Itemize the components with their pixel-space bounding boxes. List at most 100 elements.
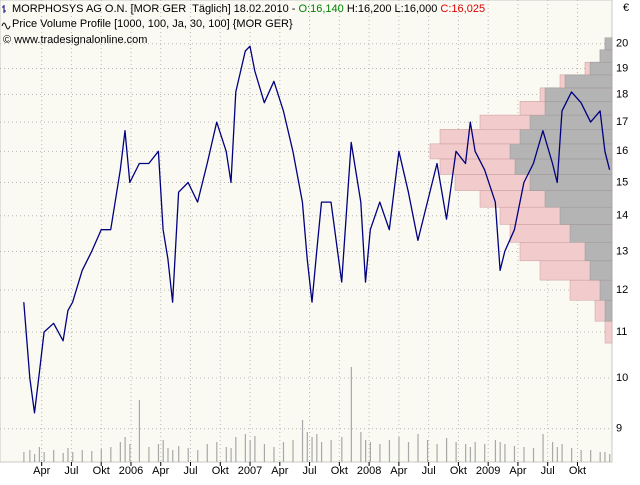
y-tick-label: 14 (616, 210, 628, 222)
volume-bar (124, 437, 126, 462)
x-tick-label: Jul (183, 465, 197, 477)
profile-bar-gray (589, 61, 613, 76)
close-value: C:16,025 (440, 3, 485, 15)
x-tick-label: Jul (64, 465, 78, 477)
x-tick-label: Jul (422, 465, 436, 477)
volume-bar (216, 442, 218, 462)
volume-bar (306, 432, 308, 462)
profile-bar-gray (529, 114, 613, 130)
price-line (23, 45, 611, 414)
volume-bar (138, 400, 141, 462)
volume-bar (504, 444, 506, 462)
volume-bar (53, 450, 55, 462)
volume-bar (499, 442, 501, 462)
volume-bar (407, 442, 410, 462)
volume-bar (360, 432, 362, 462)
volume-bar (561, 444, 563, 462)
volume-bar (316, 434, 318, 462)
volume-bar (273, 447, 275, 462)
volume-bar (43, 452, 45, 462)
volume-bar (157, 444, 160, 462)
volume-bar (230, 448, 232, 462)
x-tick-label: Jul (541, 465, 555, 477)
volume-bar (474, 442, 476, 462)
profile-bar-gray (559, 206, 613, 225)
volume-bar (417, 434, 419, 462)
volume-bar (494, 440, 497, 462)
volume-bar (301, 420, 304, 462)
title: MORPHOSYS AG O.N. [MOR GER Täglich] 18.0… (12, 3, 299, 15)
volume-bar (484, 444, 486, 462)
indicator-label: Price Volume Profile [1000, 100, Ja, 30,… (12, 18, 293, 30)
volume-bar (426, 440, 429, 462)
volume-bar (38, 447, 40, 462)
x-tick-label: Apr (152, 465, 169, 477)
volume-bar (23, 452, 25, 462)
volume-bar (465, 444, 467, 462)
indicator-icon (1, 22, 11, 30)
volume-bar (455, 442, 457, 462)
profile-bar-gray (604, 37, 613, 51)
volume-bar (445, 438, 448, 462)
volume-bar (379, 444, 381, 462)
volume-bar (172, 450, 174, 462)
volume-bar (551, 442, 554, 462)
x-tick-label: Okt (331, 465, 348, 477)
volume-bar (469, 447, 472, 462)
volume-bar (29, 450, 31, 462)
y-tick-label: 16 (616, 145, 628, 157)
y-tick-label: 15 (616, 176, 628, 188)
volume-bar (100, 449, 102, 462)
volume-bar (206, 444, 208, 462)
volume-bar (72, 452, 74, 462)
x-tick-label: 2008 (357, 465, 381, 477)
volume-bar (244, 434, 246, 462)
x-tick-label: Apr (390, 465, 407, 477)
volume-bar (67, 448, 69, 462)
volume-bar (187, 448, 189, 462)
volume-bar (599, 452, 601, 462)
x-tick-label: 2006 (119, 465, 143, 477)
volume-bar (542, 434, 544, 462)
copyright: © www.tradesignalonline.com (3, 34, 147, 46)
x-tick-label: Okt (93, 465, 110, 477)
volume-bar (388, 440, 391, 462)
y-tick-label: 13 (616, 245, 628, 257)
ohlc-icon (2, 5, 6, 13)
volume-bar (330, 440, 332, 462)
open-value: O:16,140 (299, 3, 344, 15)
y-tick-label: 19 (616, 62, 628, 74)
volume-bar (365, 440, 367, 462)
volume-bar (91, 451, 93, 462)
x-tick-label: Jul (303, 465, 317, 477)
profile-bar (604, 320, 613, 344)
volume-bar (254, 436, 256, 462)
volume-bar (282, 442, 285, 462)
volume-bar (178, 446, 180, 462)
volume-bar (513, 446, 516, 462)
volume-bar (571, 448, 573, 462)
volume-bar (609, 454, 611, 462)
y-tick-label: 9 (616, 423, 622, 435)
volume-bar (556, 447, 558, 462)
volume-bar (235, 437, 237, 462)
volume-bar (34, 454, 36, 462)
volume-bar (162, 440, 164, 462)
y-tick-label: 20 (616, 38, 628, 50)
volume-bar (62, 453, 64, 462)
volume-bar (225, 447, 227, 462)
x-tick-label: Okt (212, 465, 229, 477)
volume-bar (263, 444, 266, 462)
volume-bar (532, 448, 535, 462)
profile-bar-gray (564, 74, 613, 89)
volume-bar (604, 452, 606, 462)
volume-bar (129, 444, 131, 462)
x-tick-label: 2009 (476, 465, 500, 477)
currency: € (623, 2, 629, 14)
volume-bar (320, 442, 323, 462)
volume-bar (110, 447, 112, 462)
x-tick-label: Apr (509, 465, 526, 477)
volume-bar (119, 442, 121, 462)
